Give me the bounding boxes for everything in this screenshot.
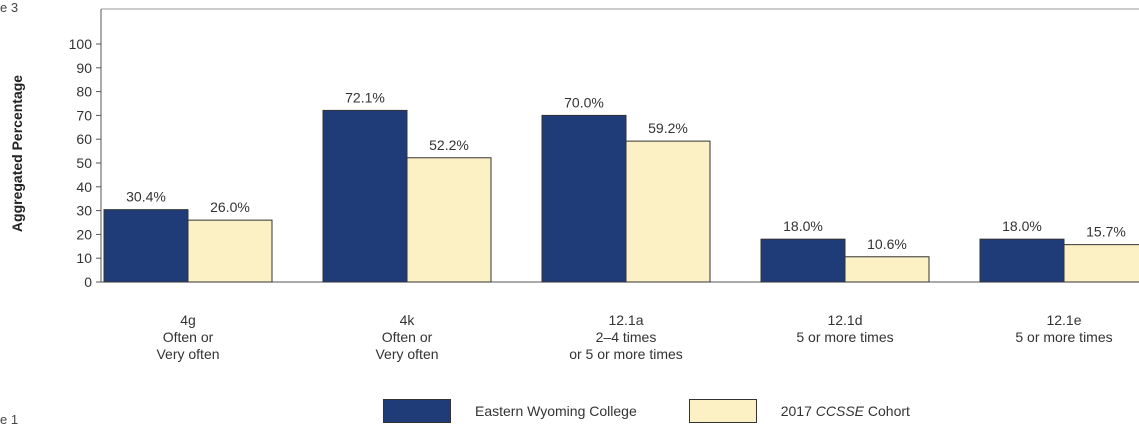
category-label: Often or xyxy=(163,329,214,345)
page-fragment-bottom: e 1 xyxy=(0,412,19,427)
bar-ewc xyxy=(541,114,627,283)
category-label: Often or xyxy=(382,329,433,345)
data-label-ewc: 18.0% xyxy=(783,218,823,234)
bar-cohort xyxy=(844,256,930,283)
y-tick-label: 50 xyxy=(76,155,92,171)
legend-label-cohort: 2017 CCSSE Cohort xyxy=(780,403,910,419)
bar-cohort xyxy=(1063,244,1139,283)
category-label: 12.1d xyxy=(827,312,862,328)
data-label-ewc: 30.4% xyxy=(126,189,166,205)
category-label: Very often xyxy=(375,346,438,362)
bar-cohort xyxy=(625,140,711,283)
bar-ewc xyxy=(103,209,189,283)
bar-ewc xyxy=(979,238,1065,283)
bar-cohort xyxy=(187,219,273,283)
bar-ewc xyxy=(760,238,846,283)
data-label-ewc: 72.1% xyxy=(345,89,385,105)
data-label-cohort: 10.6% xyxy=(867,236,907,252)
category-label: or 5 or more times xyxy=(569,346,683,362)
data-label-cohort: 15.7% xyxy=(1086,224,1126,240)
category-label: 12.1a xyxy=(608,312,643,328)
y-tick-label: 0 xyxy=(84,274,92,290)
bar-ewc xyxy=(322,109,408,283)
legend-item-cohort: 2017 CCSSE Cohort xyxy=(688,399,910,423)
y-tick-label: 80 xyxy=(76,84,92,100)
y-tick-label: 30 xyxy=(76,203,92,219)
chart-legend: Eastern Wyoming College 2017 CCSSE Cohor… xyxy=(383,396,910,426)
y-tick-label: 10 xyxy=(76,250,92,266)
category-label: 2–4 times xyxy=(596,329,657,345)
y-tick-label: 40 xyxy=(76,179,92,195)
y-tick-label: 70 xyxy=(76,107,92,123)
y-tick-label: 100 xyxy=(69,36,93,52)
bar-cohort xyxy=(406,157,492,283)
data-label-cohort: 52.2% xyxy=(429,137,469,153)
y-tick-label: 20 xyxy=(76,226,92,242)
category-label: 5 or more times xyxy=(1015,329,1112,345)
category-label: 4g xyxy=(180,312,196,328)
data-label-cohort: 59.2% xyxy=(648,120,688,136)
data-label-ewc: 70.0% xyxy=(564,94,604,110)
data-label-cohort: 26.0% xyxy=(210,199,250,215)
legend-swatch-ewc xyxy=(383,399,451,423)
bar-chart: 0 10 20 30 40 50 60 70 80 90 100 Aggregated Percent… xyxy=(9,8,1139,362)
legend-swatch-cohort xyxy=(688,399,757,423)
y-tick-label: 60 xyxy=(76,131,92,147)
legend-item-ewc: Eastern Wyoming College xyxy=(383,399,637,423)
category-label: 4k xyxy=(400,312,416,328)
y-tick-label: 90 xyxy=(76,60,92,76)
legend-label-ewc: Eastern Wyoming College xyxy=(475,403,637,419)
category-label: 5 or more times xyxy=(796,329,893,345)
data-label-ewc: 18.0% xyxy=(1002,218,1042,234)
y-axis-title: Aggregated Percentage xyxy=(9,75,25,232)
page-fragment-top: e 3 xyxy=(0,0,19,15)
category-label: Very often xyxy=(156,346,219,362)
category-label: 12.1e xyxy=(1046,312,1081,328)
